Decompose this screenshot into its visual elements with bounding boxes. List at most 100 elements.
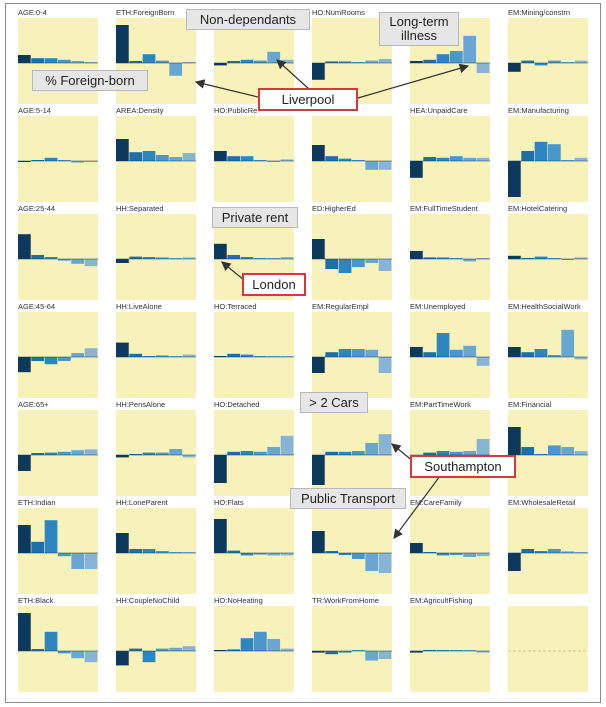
panel-plot xyxy=(312,214,392,300)
chart-panel: EM:Mining/constrn xyxy=(508,8,588,104)
bar xyxy=(267,356,281,357)
bar xyxy=(58,451,71,455)
bar xyxy=(476,553,490,557)
bar xyxy=(214,519,227,553)
panel-label: HH:PensAlone xyxy=(116,400,166,409)
bar xyxy=(450,349,463,357)
panel-plot xyxy=(214,312,294,398)
panel-plot xyxy=(410,116,490,202)
bar xyxy=(534,256,548,259)
bar xyxy=(240,451,254,455)
bar xyxy=(156,60,169,63)
bar xyxy=(436,451,450,455)
bar xyxy=(169,449,183,455)
bar xyxy=(142,257,156,259)
bar xyxy=(156,355,169,357)
chart-panel: HEA:UnpaidCare xyxy=(410,106,490,202)
bar xyxy=(116,259,129,263)
panel-label: ETH:ForeignBorn xyxy=(116,8,175,17)
bar xyxy=(312,63,325,80)
bar xyxy=(280,59,294,63)
bar xyxy=(410,651,423,653)
panel-label: EM:Financial xyxy=(508,400,552,409)
bar xyxy=(574,157,588,161)
panel-plot xyxy=(18,214,98,300)
bar xyxy=(58,259,71,261)
panel-label: HEA:UnpaidCare xyxy=(410,106,468,115)
bar xyxy=(129,648,143,651)
bar xyxy=(44,631,58,651)
chart-panel: HH:LiveAlone xyxy=(116,302,196,398)
bar xyxy=(423,452,437,455)
bar xyxy=(169,258,183,259)
bar xyxy=(463,35,477,63)
bar xyxy=(561,160,575,161)
bar xyxy=(352,553,365,559)
panel-plot xyxy=(116,18,196,104)
chart-panel: HO:Flats xyxy=(214,498,294,594)
bar xyxy=(436,650,450,651)
bar xyxy=(71,450,85,455)
bar xyxy=(521,447,535,455)
bar xyxy=(169,552,183,553)
panel-plot xyxy=(116,508,196,594)
panel-background xyxy=(312,214,392,300)
panel-label: AGE:45-64 xyxy=(18,302,56,311)
bar xyxy=(227,61,241,63)
chart-panel: HO:Detached xyxy=(214,400,294,496)
bar xyxy=(423,352,437,357)
chart-panel: ED:HigherEd xyxy=(312,204,392,300)
panel-plot xyxy=(410,606,490,692)
bar xyxy=(240,156,254,161)
bar xyxy=(378,161,392,170)
bar xyxy=(476,651,490,653)
bar xyxy=(561,329,575,357)
bar xyxy=(129,549,143,553)
bar xyxy=(476,258,490,259)
bar xyxy=(58,160,71,161)
chart-panel: EM:Financial xyxy=(508,400,588,496)
bar xyxy=(312,651,325,653)
chart-panel: EM:RegularEmpl xyxy=(312,302,392,398)
bar xyxy=(142,452,156,455)
panel-plot xyxy=(410,508,490,594)
chart-panel xyxy=(312,400,392,496)
panel-plot xyxy=(18,508,98,594)
bar xyxy=(352,650,365,651)
bar xyxy=(240,638,254,651)
bar xyxy=(280,435,294,455)
panel-plot xyxy=(312,116,392,202)
bar xyxy=(378,553,392,573)
chart-panel: HH:Separated xyxy=(116,204,196,300)
bar xyxy=(436,157,450,161)
bar xyxy=(410,61,423,63)
panel-label: EM:Manufacturing xyxy=(508,106,569,115)
chart-panel: HH:LoneParent xyxy=(116,498,196,594)
panel-background xyxy=(312,606,392,692)
bar xyxy=(534,551,548,553)
panel-label: EM:CareFamily xyxy=(410,498,462,507)
bar xyxy=(423,650,437,651)
panel-label: EM:Unemployed xyxy=(410,302,466,311)
bar xyxy=(312,531,325,553)
chart-panel: EM:CareFamily xyxy=(410,498,490,594)
chart-panel: HO:Terraced xyxy=(214,302,294,398)
panel-plot xyxy=(312,606,392,692)
panel-plot xyxy=(18,410,98,496)
bar xyxy=(548,258,561,259)
bar xyxy=(352,259,365,267)
chart-panel: EM:AgricultFishing xyxy=(410,596,490,692)
bar xyxy=(156,452,169,455)
panel-label: HH:Separated xyxy=(116,204,164,213)
bar xyxy=(240,553,254,556)
bar xyxy=(280,648,294,651)
annotation-liverpool: Liverpool xyxy=(258,88,358,111)
bar xyxy=(58,357,71,361)
bar xyxy=(338,451,352,455)
bar xyxy=(280,356,294,357)
bar xyxy=(227,353,241,357)
annotation-more-than-2-cars: > 2 Cars xyxy=(300,392,368,413)
bar xyxy=(142,356,156,357)
bar xyxy=(116,651,129,666)
panel-plot xyxy=(214,606,294,692)
